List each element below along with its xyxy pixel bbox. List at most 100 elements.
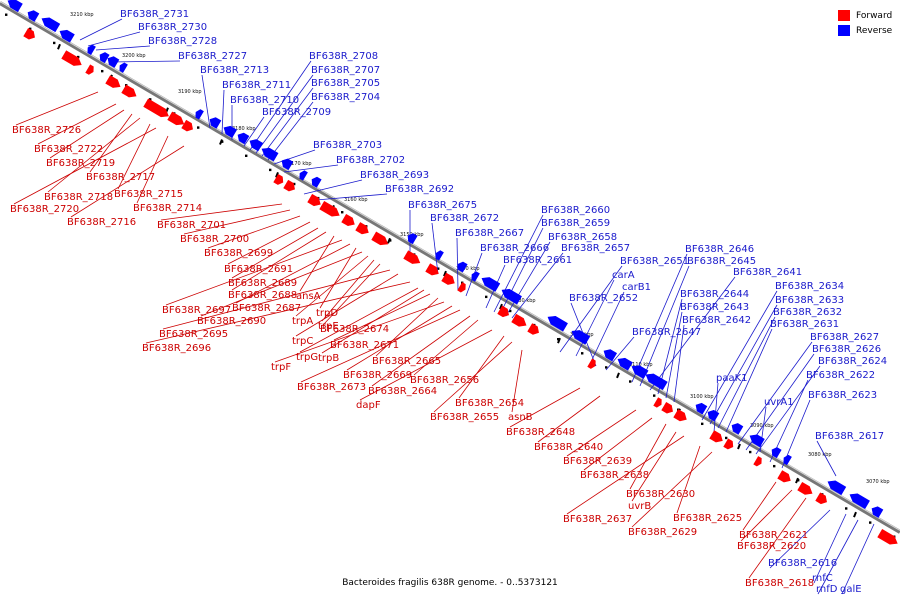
forward-gene-label[interactable]: asnB — [508, 412, 533, 423]
forward-gene-label[interactable]: trpD — [316, 308, 338, 319]
reverse-gene-label[interactable]: BF638R_2622 — [806, 370, 875, 381]
reverse-gene-label[interactable]: BF638R_2708 — [309, 51, 378, 62]
forward-gene-label[interactable]: BF638R_2687 — [232, 303, 301, 314]
forward-gene-label[interactable]: BF638R_2673 — [297, 382, 366, 393]
forward-gene-label[interactable]: BF638R_2689 — [228, 278, 297, 289]
reverse-gene-label[interactable]: BF638R_2675 — [408, 200, 477, 211]
forward-gene-label[interactable]: BF638R_2637 — [563, 514, 632, 525]
forward-gene-label[interactable]: BF638R_2656 — [410, 375, 479, 386]
forward-gene-label[interactable]: BF638R_2716 — [67, 217, 136, 228]
reverse-gene-label[interactable]: BF638R_2704 — [311, 92, 380, 103]
forward-gene-label[interactable]: BF638R_2640 — [534, 442, 603, 453]
forward-gene-label[interactable]: BF638R_2688 — [228, 290, 297, 301]
forward-gene-label[interactable]: BF638R_2701 — [157, 220, 226, 231]
reverse-gene-label[interactable]: BF638R_2705 — [311, 78, 380, 89]
forward-gene-label[interactable]: BF638R_2714 — [133, 203, 202, 214]
reverse-gene-label[interactable]: BF638R_2644 — [680, 289, 749, 300]
reverse-gene-label[interactable]: galE — [840, 584, 862, 595]
forward-gene-label[interactable]: trpG — [296, 352, 318, 363]
forward-gene-label[interactable]: BF638R_2625 — [673, 513, 742, 524]
forward-gene-label[interactable]: BF638R_2696 — [142, 343, 211, 354]
reverse-gene-label[interactable]: BF638R_2627 — [810, 332, 879, 343]
reverse-gene-label[interactable]: BF638R_2647 — [632, 327, 701, 338]
reverse-gene-label[interactable]: BF638R_2657 — [561, 243, 630, 254]
forward-gene-label[interactable]: BF638R_2715 — [114, 189, 183, 200]
forward-gene-label[interactable]: BF638R_2691 — [224, 264, 293, 275]
forward-gene-label[interactable]: BF638R_2648 — [506, 427, 575, 438]
forward-gene-label[interactable]: BF638R_2699 — [204, 248, 273, 259]
reverse-gene-label[interactable]: carA — [612, 270, 635, 281]
forward-gene-label[interactable]: BF638R_2618 — [745, 578, 814, 589]
reverse-gene-label[interactable]: BF638R_2711 — [222, 80, 291, 91]
forward-gene-label[interactable]: BF638R_2700 — [180, 234, 249, 245]
forward-gene-label[interactable]: BF638R_2719 — [46, 158, 115, 169]
reverse-gene-label[interactable]: BF638R_2658 — [548, 232, 617, 243]
forward-gene-label[interactable]: BF638R_2620 — [737, 541, 806, 552]
reverse-gene-label[interactable]: BF638R_2727 — [178, 51, 247, 62]
reverse-gene-label[interactable]: BF638R_2652 — [569, 293, 638, 304]
reverse-gene-label[interactable]: BF638R_2672 — [430, 213, 499, 224]
reverse-gene-label[interactable]: BF638R_2731 — [120, 9, 189, 20]
forward-gene-label[interactable]: BF638R_2654 — [455, 398, 524, 409]
reverse-gene-label[interactable]: carB1 — [622, 282, 651, 293]
reverse-gene-label[interactable]: BF638R_2693 — [360, 170, 429, 181]
forward-gene-label[interactable]: dapF — [356, 400, 381, 411]
forward-gene-label[interactable]: trpF — [271, 362, 291, 373]
reverse-gene-label[interactable]: BF638R_2659 — [541, 218, 610, 229]
reverse-gene-label[interactable]: BF638R_2643 — [680, 302, 749, 313]
reverse-gene-label[interactable]: BF638R_2616 — [768, 558, 837, 569]
forward-gene-label[interactable]: BF638R_2638 — [580, 470, 649, 481]
forward-gene-label[interactable]: trpE — [318, 321, 339, 332]
forward-gene-label[interactable]: BF638R_2664 — [368, 386, 437, 397]
forward-gene-label[interactable]: BF638R_2718 — [44, 192, 113, 203]
forward-gene-label[interactable]: BF638R_2671 — [330, 340, 399, 351]
reverse-gene-label[interactable]: BF638R_2631 — [770, 319, 839, 330]
reverse-gene-label[interactable]: BF638R_2651 — [620, 256, 689, 267]
forward-gene-label[interactable]: trpA — [292, 316, 313, 327]
reverse-gene-label[interactable]: BF638R_2633 — [775, 295, 844, 306]
forward-gene-label[interactable]: trpB — [318, 353, 339, 364]
forward-gene-label[interactable]: ansA — [296, 291, 321, 302]
forward-gene-label[interactable]: BF638R_2726 — [12, 125, 81, 136]
forward-gene-label[interactable]: BF638R_2665 — [372, 356, 441, 367]
reverse-gene-label[interactable]: BF638R_2661 — [503, 255, 572, 266]
reverse-gene-label[interactable]: BF638R_2702 — [336, 155, 405, 166]
reverse-gene-label[interactable]: BF638R_2632 — [773, 307, 842, 318]
reverse-gene-label[interactable]: BF638R_2660 — [541, 205, 610, 216]
reverse-gene-label[interactable]: BF638R_2645 — [687, 256, 756, 267]
reverse-gene-label[interactable]: BF638R_2666 — [480, 243, 549, 254]
forward-gene-label[interactable]: BF638R_2720 — [10, 204, 79, 215]
reverse-gene-label[interactable]: BF638R_2707 — [311, 65, 380, 76]
forward-gene-label[interactable]: BF638R_2695 — [159, 329, 228, 340]
reverse-gene-label[interactable]: BF638R_2617 — [815, 431, 884, 442]
reverse-gene-label[interactable]: BF638R_2713 — [200, 65, 269, 76]
reverse-gene-label[interactable]: BF638R_2692 — [385, 184, 454, 195]
forward-gene-label[interactable]: BF638R_2669 — [343, 370, 412, 381]
forward-gene-label[interactable]: trpC — [292, 336, 313, 347]
reverse-gene-label[interactable]: BF638R_2626 — [812, 344, 881, 355]
reverse-gene-label[interactable]: BF638R_2641 — [733, 267, 802, 278]
reverse-gene-label[interactable]: BF638R_2728 — [148, 36, 217, 47]
forward-gene-label[interactable]: BF638R_2639 — [563, 456, 632, 467]
forward-gene-label[interactable]: BF638R_2655 — [430, 412, 499, 423]
reverse-gene-label[interactable]: BF638R_2730 — [138, 22, 207, 33]
reverse-gene-label[interactable]: BF638R_2667 — [455, 228, 524, 239]
forward-gene-label[interactable]: BF638R_2697 — [162, 305, 231, 316]
reverse-gene-label[interactable]: uvrA1 — [764, 397, 794, 408]
reverse-gene-label[interactable]: BF638R_2646 — [685, 244, 754, 255]
reverse-gene-label[interactable]: BF638R_2703 — [313, 140, 382, 151]
reverse-gene-label[interactable]: BF638R_2634 — [775, 281, 844, 292]
forward-gene-label[interactable]: BF638R_2621 — [739, 530, 808, 541]
forward-gene-label[interactable]: BF638R_2717 — [86, 172, 155, 183]
forward-gene-label[interactable]: BF638R_2630 — [626, 489, 695, 500]
reverse-gene-label[interactable]: rnfD — [816, 584, 838, 595]
reverse-gene-label[interactable]: BF638R_2642 — [682, 315, 751, 326]
reverse-gene-label[interactable]: BF638R_2710 — [230, 95, 299, 106]
reverse-gene-label[interactable]: rnfC — [812, 573, 833, 584]
forward-gene-label[interactable]: BF638R_2690 — [197, 316, 266, 327]
reverse-gene-label[interactable]: BF638R_2709 — [262, 107, 331, 118]
forward-gene-label[interactable]: BF638R_2629 — [628, 527, 697, 538]
reverse-gene-label[interactable]: BF638R_2623 — [808, 390, 877, 401]
forward-gene-label[interactable]: BF638R_2722 — [34, 144, 103, 155]
forward-gene-label[interactable]: uvrB — [628, 501, 651, 512]
